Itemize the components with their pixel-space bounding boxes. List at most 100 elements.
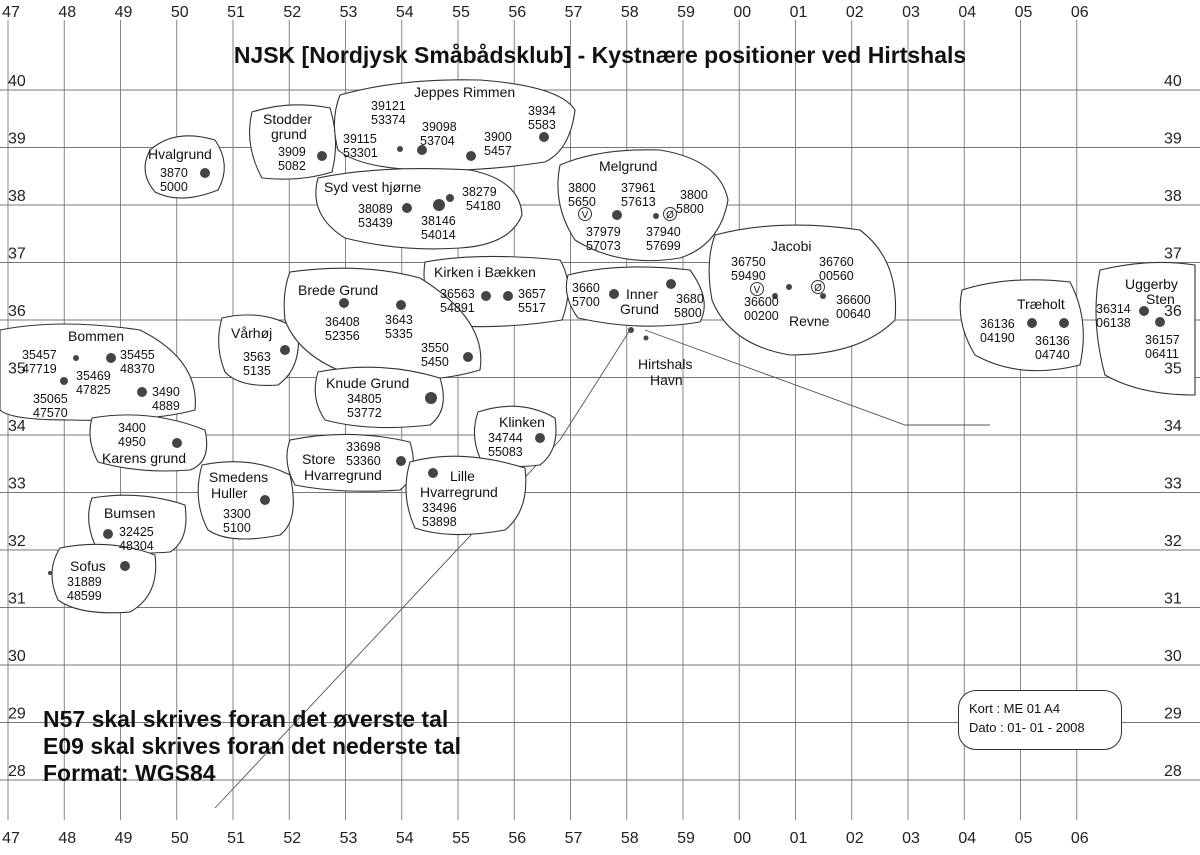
axis-label-top-51: 51: [227, 4, 245, 21]
num-brede-4: 5335: [385, 327, 413, 341]
axis-label-top-50: 50: [171, 4, 189, 21]
label-uggerby-sten: Sten: [1146, 291, 1175, 307]
label-store: Store: [302, 451, 336, 467]
mark-jacobi-o: Ø: [814, 283, 822, 294]
mark-melgrund-o: Ø: [666, 210, 674, 221]
label-hirtshals-havn: Havn: [650, 372, 683, 388]
axis-label-top-59: 59: [677, 4, 695, 21]
route-lines: [214, 329, 990, 809]
num-klinken-1: 34744: [488, 431, 523, 445]
axis-label-top-53: 53: [340, 4, 358, 21]
axis-label-bottom-53: 53: [340, 830, 358, 847]
blob-smedens-huller: [197, 461, 294, 540]
dot-karens: [172, 438, 182, 448]
area-blobs: [0, 79, 1196, 614]
mark-jacobi-o-ring: [811, 280, 825, 294]
label-smedens-huller: Huller: [211, 485, 248, 501]
num-hvalgrund-2: 5000: [160, 180, 188, 194]
num-traeholt-3: 36136: [1035, 334, 1070, 348]
label-hirtshals: Hirtshals: [638, 356, 692, 372]
blob-bumsen: [88, 494, 187, 554]
axis-label-right-33: 33: [1164, 476, 1182, 493]
axis-label-bottom-51: 51: [227, 830, 245, 847]
num-jeppes-6: 53704: [420, 134, 455, 148]
axis-label-right-31: 31: [1164, 591, 1182, 608]
dot-syd-2: [433, 199, 445, 211]
num-inner-4: 5800: [674, 306, 702, 320]
marks: V Ø V Ø: [578, 207, 825, 296]
axis-label-bottom-05: 05: [1015, 830, 1033, 847]
axis-label-right-30: 30: [1164, 648, 1182, 665]
num-kirken-4: 5517: [518, 301, 546, 315]
axis-label-left-33: 33: [8, 476, 26, 493]
dot-hvalgrund: [200, 168, 210, 178]
axis-label-right-39: 39: [1164, 131, 1182, 148]
dot-traeholt-1: [1027, 318, 1037, 328]
axis-label-bottom-55: 55: [452, 830, 470, 847]
axis-label-bottom-02: 02: [846, 830, 864, 847]
num-uggerby-4: 06411: [1145, 347, 1179, 361]
dot-jeppes-4: [539, 132, 549, 142]
num-bumsen-1: 32425: [119, 525, 154, 539]
dot-syd-1: [402, 203, 412, 213]
num-mel-7: 37979: [586, 225, 621, 239]
num-sofus-1: 31889: [67, 575, 102, 589]
area-labels: Hvalgrund 3870 5000 Stodder grund 3909 5…: [22, 84, 1180, 603]
num-kirken-3: 3657: [518, 287, 546, 301]
num-syd-2: 54180: [466, 199, 501, 213]
label-bommen: Bommen: [68, 328, 124, 344]
label-inner-grund: Inner: [626, 286, 658, 302]
blob-uggerby-sten: [1095, 261, 1196, 396]
dot-brede-1: [339, 298, 349, 308]
axis-label-bottom-47: 47: [2, 830, 20, 847]
axis-label-right-36: 36: [1164, 303, 1182, 320]
num-jeppes-1: 39121: [371, 99, 406, 113]
num-jeppes-7: 3900: [484, 130, 512, 144]
num-brede-6: 5450: [421, 355, 449, 369]
num-jacobi-3: 36760: [819, 255, 854, 269]
axis-label-right-29: 29: [1164, 706, 1182, 723]
num-mel-10: 57699: [646, 239, 681, 253]
blob-karens-grund: [89, 414, 208, 472]
num-brede-1: 36408: [325, 315, 360, 329]
map-info-card: Kort : ME 01 A4 Dato : 01- 01 - 2008: [958, 690, 1122, 750]
num-brede-3: 3643: [385, 313, 413, 327]
num-jeppes-2: 53374: [371, 113, 406, 127]
num-bommen-4: 48370: [120, 362, 155, 376]
axis-label-top-01: 01: [790, 4, 808, 21]
blob-bommen: [0, 323, 196, 421]
num-jacobi-2: 59490: [731, 269, 766, 283]
axis-label-left-36: 36: [8, 303, 26, 320]
num-bommen-9: 3490: [152, 385, 180, 399]
axis-label-right-28: 28: [1164, 763, 1182, 780]
num-jacobi-4: 00560: [819, 269, 854, 283]
dot-bommen-1: [73, 355, 79, 361]
num-traeholt-1: 36136: [980, 317, 1015, 331]
dot-kirken-1: [481, 291, 491, 301]
label-syd-vest-hjorne: Syd vest hjørne: [324, 179, 421, 195]
dot-lille-hvarre: [428, 468, 438, 478]
axis-label-top-54: 54: [396, 4, 414, 21]
num-stodder-1: 3909: [278, 145, 306, 159]
axis-label-top-02: 02: [846, 4, 864, 21]
num-mel-1: 3800: [568, 181, 596, 195]
dot-kirken-2: [503, 291, 513, 301]
dot-bommen-2: [106, 353, 116, 363]
dot-klinken: [535, 433, 545, 443]
axis-label-bottom-01: 01: [790, 830, 808, 847]
card-dato: Dato : 01- 01 - 2008: [969, 720, 1085, 735]
axis-label-bottom-04: 04: [958, 830, 976, 847]
num-inner-2: 5700: [572, 295, 600, 309]
dot-jeppes-3: [466, 151, 476, 161]
num-karens-2: 4950: [118, 435, 146, 449]
num-lille-1: 33496: [422, 501, 457, 515]
label-jacobi: Jacobi: [771, 238, 811, 254]
num-store-1: 33698: [346, 440, 381, 454]
label-traeholt: Træholt: [1017, 296, 1065, 312]
num-inner-3: 3680: [676, 292, 704, 306]
num-inner-1: 3660: [572, 281, 600, 295]
num-jacobi-5: 36600: [744, 295, 779, 309]
axis-label-top-00: 00: [733, 4, 751, 21]
axis-label-left-39: 39: [8, 131, 26, 148]
axis-label-left-29: 29: [8, 706, 26, 723]
